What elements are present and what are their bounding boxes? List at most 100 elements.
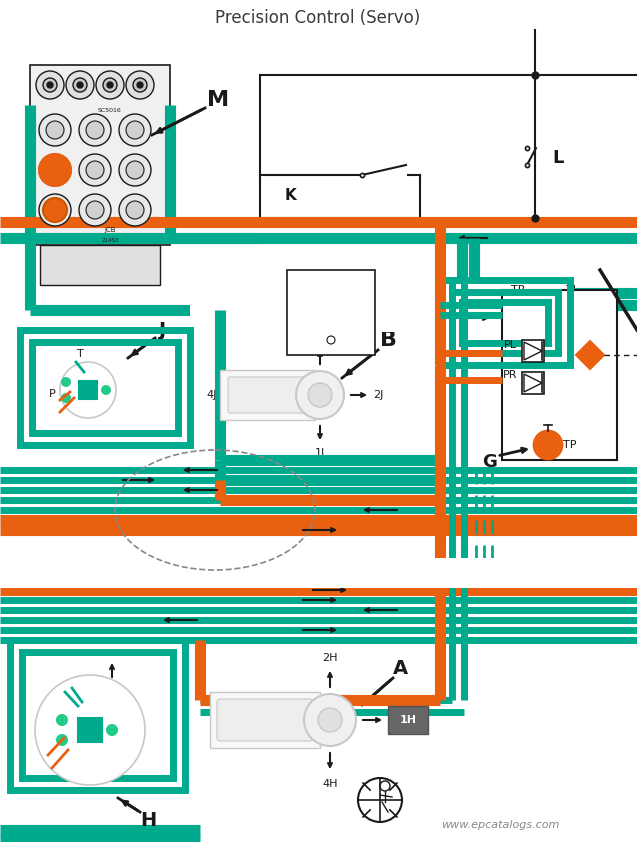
Circle shape bbox=[86, 121, 104, 139]
Text: 3J: 3J bbox=[315, 334, 325, 344]
FancyBboxPatch shape bbox=[210, 692, 320, 748]
Circle shape bbox=[39, 154, 71, 186]
Circle shape bbox=[107, 82, 113, 88]
Circle shape bbox=[119, 194, 151, 226]
Text: 4J: 4J bbox=[207, 390, 217, 400]
Circle shape bbox=[61, 377, 71, 387]
Circle shape bbox=[308, 383, 332, 407]
Polygon shape bbox=[576, 341, 604, 369]
Circle shape bbox=[77, 82, 83, 88]
Text: 2: 2 bbox=[108, 381, 115, 391]
Circle shape bbox=[56, 714, 68, 726]
Text: 2: 2 bbox=[78, 695, 85, 705]
Circle shape bbox=[318, 708, 342, 732]
Circle shape bbox=[126, 161, 144, 179]
Circle shape bbox=[39, 154, 71, 186]
Circle shape bbox=[73, 78, 87, 92]
Text: H: H bbox=[140, 811, 156, 829]
Circle shape bbox=[79, 114, 111, 146]
Circle shape bbox=[46, 121, 64, 139]
Bar bbox=[452, 292, 558, 353]
Circle shape bbox=[86, 201, 104, 219]
Text: 1H: 1H bbox=[399, 715, 417, 725]
Text: G: G bbox=[483, 453, 497, 471]
Text: 214S3: 214S3 bbox=[101, 237, 118, 242]
Text: SAE +: SAE + bbox=[313, 277, 348, 287]
FancyBboxPatch shape bbox=[40, 245, 160, 285]
Circle shape bbox=[47, 82, 53, 88]
Text: P: P bbox=[48, 389, 55, 399]
Bar bbox=[0, 558, 637, 588]
Circle shape bbox=[46, 201, 64, 219]
FancyBboxPatch shape bbox=[30, 65, 170, 245]
Text: K: K bbox=[284, 188, 296, 202]
Text: J: J bbox=[159, 321, 166, 339]
Circle shape bbox=[46, 161, 64, 179]
Circle shape bbox=[119, 114, 151, 146]
Circle shape bbox=[101, 385, 111, 395]
Circle shape bbox=[106, 724, 118, 736]
Circle shape bbox=[304, 694, 356, 746]
FancyBboxPatch shape bbox=[228, 377, 307, 413]
Circle shape bbox=[86, 161, 104, 179]
Text: 3: 3 bbox=[48, 717, 55, 727]
Text: TR: TR bbox=[511, 285, 526, 295]
Circle shape bbox=[35, 675, 145, 785]
FancyBboxPatch shape bbox=[79, 381, 97, 399]
Circle shape bbox=[43, 198, 67, 222]
Text: T: T bbox=[76, 349, 83, 359]
Text: 2J: 2J bbox=[373, 390, 383, 400]
Text: SC5016: SC5016 bbox=[98, 108, 122, 113]
Circle shape bbox=[56, 734, 68, 746]
Text: 4H: 4H bbox=[322, 779, 338, 789]
Circle shape bbox=[119, 154, 151, 186]
Text: 3: 3 bbox=[90, 363, 97, 373]
FancyBboxPatch shape bbox=[502, 290, 617, 460]
Circle shape bbox=[60, 362, 116, 418]
Text: L: L bbox=[552, 149, 563, 167]
FancyBboxPatch shape bbox=[78, 718, 102, 742]
Text: PL: PL bbox=[503, 340, 517, 350]
Bar bbox=[462, 302, 548, 343]
Text: B: B bbox=[380, 330, 396, 350]
Text: T: T bbox=[78, 765, 85, 775]
Text: JCB: JCB bbox=[104, 227, 116, 233]
Circle shape bbox=[103, 78, 117, 92]
FancyBboxPatch shape bbox=[220, 370, 315, 420]
Text: P: P bbox=[36, 735, 43, 745]
FancyBboxPatch shape bbox=[217, 699, 313, 741]
Text: Precision Control (Servo): Precision Control (Servo) bbox=[215, 9, 420, 27]
Text: 1J: 1J bbox=[315, 448, 325, 458]
Circle shape bbox=[358, 778, 402, 822]
Circle shape bbox=[126, 121, 144, 139]
Circle shape bbox=[534, 431, 562, 459]
Text: M: M bbox=[207, 90, 229, 110]
Circle shape bbox=[296, 371, 344, 419]
Circle shape bbox=[79, 194, 111, 226]
Text: TP: TP bbox=[563, 440, 576, 450]
Text: 1: 1 bbox=[90, 403, 97, 413]
Circle shape bbox=[96, 71, 124, 99]
Circle shape bbox=[61, 393, 71, 403]
Circle shape bbox=[137, 82, 143, 88]
Circle shape bbox=[39, 194, 71, 226]
FancyBboxPatch shape bbox=[388, 706, 428, 734]
Circle shape bbox=[79, 154, 111, 186]
Text: 2H: 2H bbox=[322, 653, 338, 663]
Text: TL: TL bbox=[566, 285, 578, 295]
Circle shape bbox=[126, 201, 144, 219]
Text: A: A bbox=[392, 658, 408, 678]
Text: PR: PR bbox=[503, 370, 517, 380]
Circle shape bbox=[36, 71, 64, 99]
Circle shape bbox=[39, 114, 71, 146]
Text: 4: 4 bbox=[71, 757, 78, 767]
Circle shape bbox=[66, 71, 94, 99]
Circle shape bbox=[126, 71, 154, 99]
Text: 3H: 3H bbox=[256, 715, 272, 725]
Circle shape bbox=[133, 78, 147, 92]
Circle shape bbox=[43, 78, 57, 92]
FancyBboxPatch shape bbox=[287, 270, 375, 355]
Text: 1: 1 bbox=[117, 727, 124, 737]
FancyBboxPatch shape bbox=[522, 372, 544, 394]
Text: www.epcatalogs.com: www.epcatalogs.com bbox=[441, 820, 559, 830]
